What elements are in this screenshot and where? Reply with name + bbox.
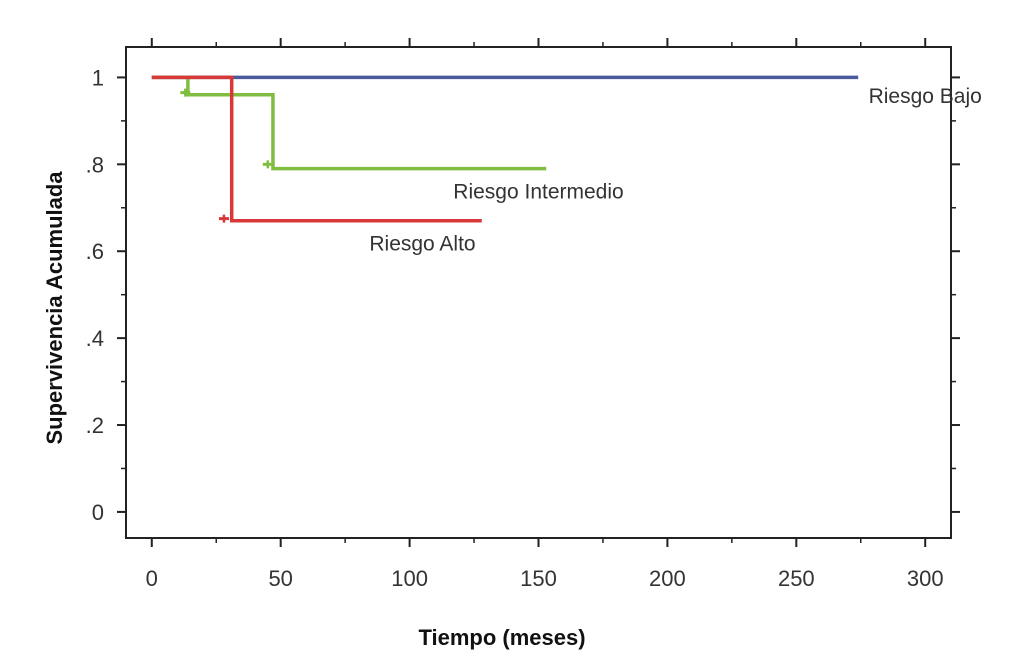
series-line-riesgo-intermedio <box>151 75 547 171</box>
x-tick-label: 100 <box>391 566 428 591</box>
axis-ticks <box>117 38 960 547</box>
y-tick-label: 1 <box>92 65 104 90</box>
y-tick-label: .8 <box>86 152 104 177</box>
x-tick-label: 50 <box>268 566 292 591</box>
y-tick-label: .6 <box>86 239 104 264</box>
x-tick-label: 250 <box>778 566 815 591</box>
series-label-riesgo-intermedio: Riesgo Intermedio <box>453 180 623 203</box>
series-line-riesgo-alto <box>151 75 482 223</box>
axis-tick-labels: 0 50 100 150 200 250 300 0 .2 .4 .6 .8 1 <box>86 65 944 591</box>
series-labels: Riesgo Bajo Riesgo Intermedio Riesgo Alto <box>369 85 981 256</box>
x-tick-label: 300 <box>907 566 944 591</box>
series-label-riesgo-bajo: Riesgo Bajo <box>869 85 982 108</box>
y-tick-label: .4 <box>86 326 104 351</box>
series-label-riesgo-alto: Riesgo Alto <box>369 233 475 256</box>
x-tick-label: 200 <box>649 566 686 591</box>
plot-frame <box>125 46 952 539</box>
x-axis-title: Tiempo (meses) <box>418 625 585 650</box>
x-tick-label: 0 <box>146 566 158 591</box>
x-tick-label: 150 <box>520 566 557 591</box>
series-lines <box>151 75 859 223</box>
y-axis-title: Supervivencia Acumulada <box>42 171 67 445</box>
y-tick-label: .2 <box>86 413 104 438</box>
y-tick-label: 0 <box>92 500 104 525</box>
